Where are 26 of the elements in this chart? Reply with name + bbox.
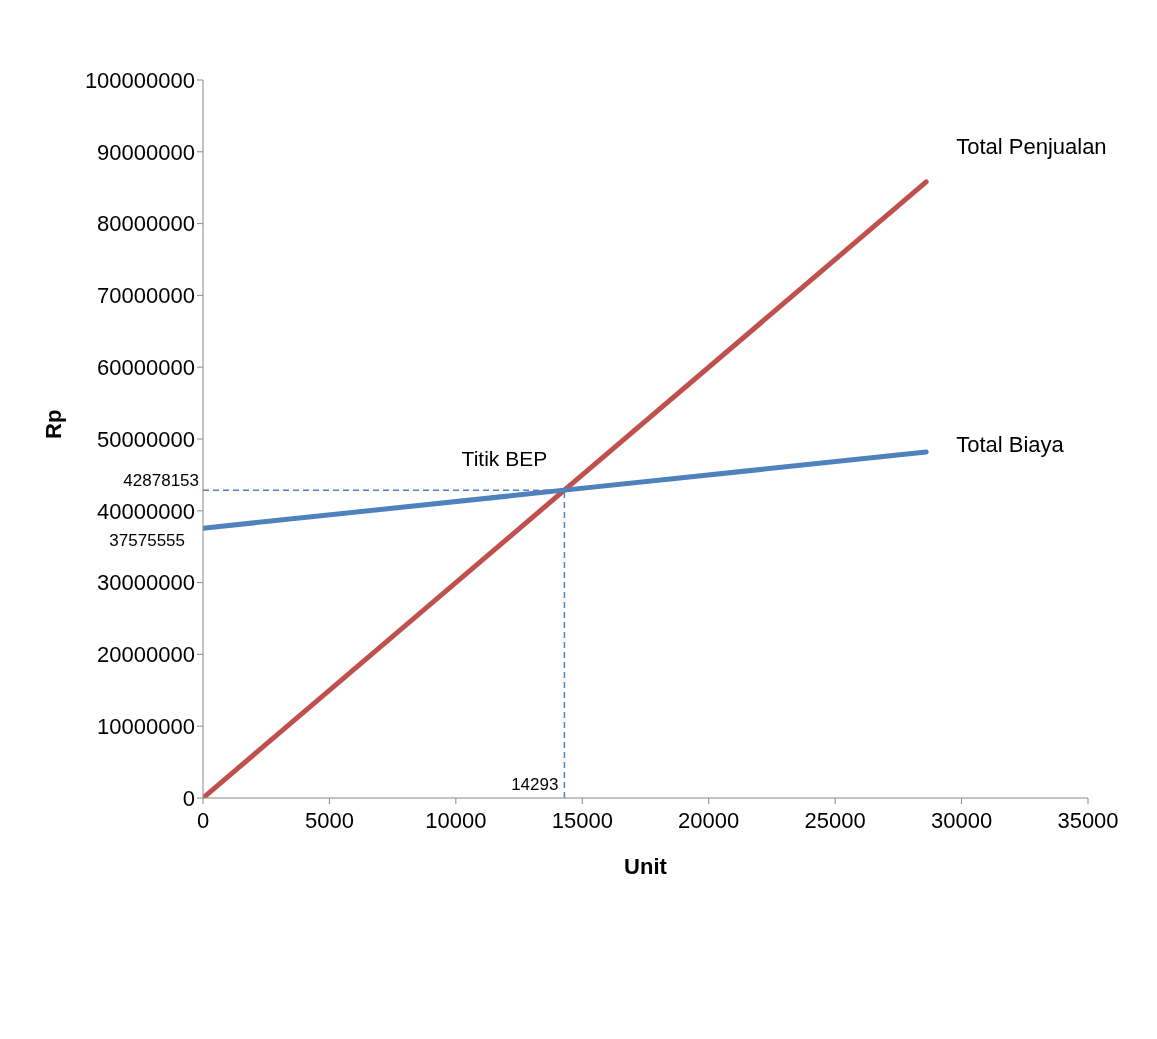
x-tick-label: 10000 — [425, 807, 487, 833]
x-tick-label: 20000 — [678, 807, 740, 833]
y-tick-label: 10000000 — [97, 714, 195, 740]
annotation: Titik BEP — [461, 447, 548, 471]
annotation: 37575555 — [109, 531, 185, 551]
y-axis-title: Rp — [40, 409, 66, 439]
y-tick-label: 90000000 — [97, 139, 195, 165]
y-tick-label: 100000000 — [84, 67, 195, 93]
y-tick-label: 40000000 — [97, 498, 195, 524]
series-label: Total Biaya — [956, 432, 1065, 458]
series-label: Total Penjualan — [956, 133, 1107, 159]
x-tick-label: 5000 — [304, 807, 354, 833]
x-tick-label: 30000 — [930, 807, 993, 833]
y-tick-label: 20000000 — [97, 642, 195, 668]
x-tick-label: 25000 — [804, 807, 866, 833]
y-tick-label: 0 — [182, 785, 195, 811]
y-tick-label: 70000000 — [97, 283, 195, 309]
y-tick-label: 60000000 — [97, 355, 195, 381]
x-axis-title: Unit — [624, 853, 668, 879]
ref-line-label: 14293 — [511, 775, 559, 794]
y-tick-label: 80000000 — [97, 211, 195, 237]
x-tick-label: 15000 — [551, 807, 613, 833]
x-tick-label: 35000 — [1057, 807, 1119, 833]
y-tick-label: 50000000 — [97, 426, 195, 452]
ref-line-label: 42878153 — [123, 471, 199, 491]
y-tick-label: 30000000 — [97, 570, 195, 596]
